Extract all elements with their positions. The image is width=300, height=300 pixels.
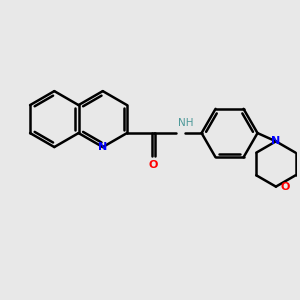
Text: N: N [271, 136, 280, 146]
Text: O: O [280, 182, 290, 192]
Text: N: N [98, 142, 107, 152]
Text: O: O [149, 160, 158, 170]
Text: NH: NH [178, 118, 194, 128]
